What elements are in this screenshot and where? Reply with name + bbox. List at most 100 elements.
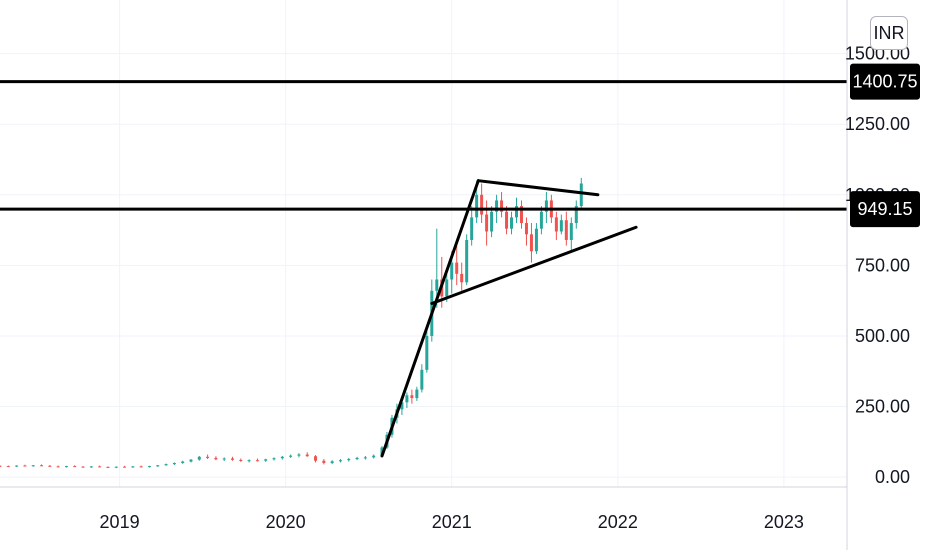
price-axis-labels[interactable]: 0.00250.00500.00750.001000.001250.001500… (845, 44, 910, 487)
candle-body (579, 183, 583, 207)
grid-lines (0, 0, 847, 487)
candle-body (106, 466, 110, 468)
candle-body (490, 211, 494, 232)
candle-body (239, 459, 243, 462)
candle-body (470, 217, 474, 240)
candle-body (569, 223, 573, 240)
candle-body (123, 466, 127, 468)
candle-body (172, 463, 176, 465)
time-axis-labels[interactable]: 2019 2020 2021 2022 2023 (100, 512, 804, 532)
candle-body (410, 395, 414, 399)
candle-body (510, 217, 514, 229)
candle-body (564, 220, 568, 240)
candle-body (347, 459, 351, 461)
candle-body (40, 465, 44, 467)
candle-body (73, 466, 77, 468)
candle-body (425, 335, 429, 370)
candle-body (465, 239, 469, 283)
candle-body (264, 459, 268, 461)
candle-body (131, 466, 135, 468)
currency-badge[interactable]: INR (870, 16, 908, 50)
candle-body (98, 466, 102, 468)
price-level-tag-label: 949.15 (857, 199, 912, 219)
price-axis-tick-label: 0.00 (875, 467, 910, 487)
candle-body (197, 456, 201, 460)
candle-body (330, 461, 334, 464)
candle-body (189, 459, 193, 462)
trend-drawings[interactable] (0, 80, 847, 458)
price-axis-tick-label: 750.00 (855, 255, 910, 275)
candle-body (554, 217, 558, 232)
candle-body (363, 457, 367, 459)
candle-body (405, 395, 409, 403)
trend-line[interactable] (476, 179, 600, 197)
candle-body (231, 458, 235, 460)
candle-body (534, 228, 538, 252)
price-axis-tick-label: 1250.00 (845, 114, 910, 134)
candle-body (314, 456, 318, 461)
candle-body (56, 466, 60, 468)
candle-body (272, 458, 276, 460)
candle-body (322, 460, 326, 464)
time-axis-tick-label: 2023 (764, 512, 804, 532)
candle-body (15, 465, 19, 467)
candle-body (420, 369, 424, 390)
candle-body (247, 460, 251, 462)
candle-body (515, 206, 519, 218)
candle-body (64, 466, 68, 468)
candle-body (147, 466, 151, 468)
candle-body (495, 200, 499, 212)
candle-body (164, 464, 168, 466)
time-axis-tick-label: 2022 (598, 512, 638, 532)
candle-body (139, 466, 143, 468)
price-axis-tick-label: 250.00 (855, 397, 910, 417)
candle-body (450, 262, 454, 280)
candle-body (23, 465, 27, 467)
candle-body (485, 214, 489, 232)
candle-body (559, 220, 563, 232)
trend-line[interactable] (430, 225, 638, 305)
candle-body (475, 194, 479, 218)
candle-body (48, 465, 52, 467)
candle-body (0, 465, 2, 467)
candle-body (505, 211, 509, 229)
candle-body (500, 200, 504, 212)
time-axis-tick-label: 2021 (432, 512, 472, 532)
candle-body (415, 389, 419, 399)
candle-body (297, 454, 301, 456)
candlestick-series (0, 177, 583, 469)
price-level-tag (850, 191, 920, 228)
candle-body (355, 457, 359, 460)
candle-body (445, 279, 449, 297)
candle-body (338, 460, 342, 462)
candle-body (305, 454, 309, 457)
candle-body (222, 458, 226, 460)
candle-body (400, 402, 404, 410)
candle-body (81, 466, 85, 468)
price-axis-tick-label: 500.00 (855, 326, 910, 346)
candle-body (156, 465, 160, 467)
candle-body (289, 455, 293, 457)
candle-body (114, 466, 118, 468)
candle-body (372, 455, 376, 458)
candle-body (31, 465, 35, 467)
candle-body (574, 206, 578, 224)
trend-line[interactable] (380, 179, 480, 458)
candle-body (89, 466, 93, 468)
candle-body (255, 460, 259, 462)
candle-body (519, 206, 523, 224)
time-axis-tick-label: 2020 (266, 512, 306, 532)
price-level-tag (850, 63, 920, 100)
candle-body (455, 262, 459, 274)
candle-body (280, 456, 284, 459)
candle-body (460, 273, 464, 283)
candle-body (435, 279, 439, 291)
candle-body (214, 457, 218, 460)
candle-body (539, 211, 543, 229)
candle-body (480, 194, 484, 215)
price-level-tags: 1400.75 949.15 (850, 63, 920, 228)
candle-body (181, 461, 185, 464)
candle-body (6, 466, 10, 468)
candle-body (524, 223, 528, 235)
